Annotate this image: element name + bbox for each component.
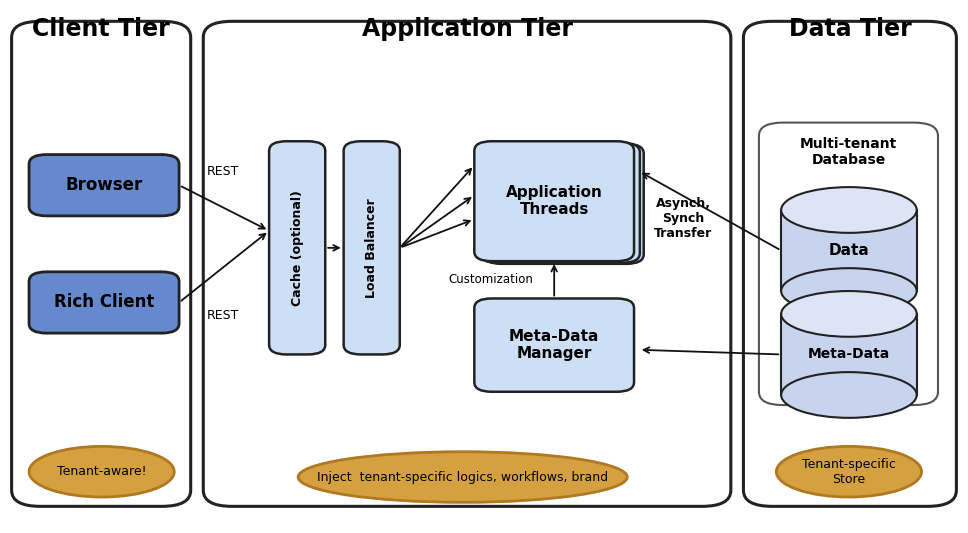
Text: Data: Data: [829, 243, 869, 258]
FancyBboxPatch shape: [484, 144, 644, 264]
Text: Multi-tenant
Database: Multi-tenant Database: [800, 137, 897, 167]
Text: Customization: Customization: [449, 273, 533, 286]
Text: Browser: Browser: [66, 176, 142, 194]
Text: Application
Threads: Application Threads: [505, 185, 603, 217]
FancyBboxPatch shape: [29, 272, 179, 333]
Ellipse shape: [781, 291, 917, 337]
FancyBboxPatch shape: [269, 141, 325, 354]
FancyBboxPatch shape: [203, 21, 731, 506]
FancyBboxPatch shape: [344, 141, 400, 354]
Text: REST: REST: [206, 165, 239, 179]
Text: Tenant-specific
Store: Tenant-specific Store: [802, 458, 895, 486]
Text: Tenant-aware!: Tenant-aware!: [57, 465, 146, 478]
Ellipse shape: [776, 447, 922, 497]
Text: Cache (optional): Cache (optional): [290, 190, 304, 306]
Text: Data Tier: Data Tier: [789, 17, 911, 42]
Text: Asynch,
Synch
Transfer: Asynch, Synch Transfer: [654, 197, 712, 240]
FancyBboxPatch shape: [781, 210, 917, 291]
Text: Meta-Data
Manager: Meta-Data Manager: [509, 329, 599, 361]
FancyBboxPatch shape: [480, 143, 640, 263]
FancyBboxPatch shape: [759, 123, 938, 405]
FancyBboxPatch shape: [474, 298, 634, 392]
Text: Rich Client: Rich Client: [54, 294, 154, 311]
FancyBboxPatch shape: [12, 21, 191, 506]
Ellipse shape: [781, 372, 917, 418]
FancyBboxPatch shape: [743, 21, 956, 506]
Text: Application Tier: Application Tier: [362, 17, 572, 42]
Text: REST: REST: [206, 309, 239, 322]
Text: Inject  tenant-specific logics, workflows, brand: Inject tenant-specific logics, workflows…: [318, 471, 608, 483]
Ellipse shape: [29, 447, 174, 497]
Polygon shape: [781, 314, 917, 395]
Text: Load Balancer: Load Balancer: [365, 198, 378, 298]
FancyBboxPatch shape: [474, 141, 634, 261]
Text: Meta-Data: Meta-Data: [808, 348, 890, 361]
FancyBboxPatch shape: [781, 314, 917, 395]
Ellipse shape: [781, 268, 917, 314]
Polygon shape: [781, 210, 917, 291]
FancyBboxPatch shape: [29, 155, 179, 216]
Ellipse shape: [298, 452, 627, 502]
Ellipse shape: [781, 187, 917, 233]
Text: Client Tier: Client Tier: [32, 17, 170, 42]
